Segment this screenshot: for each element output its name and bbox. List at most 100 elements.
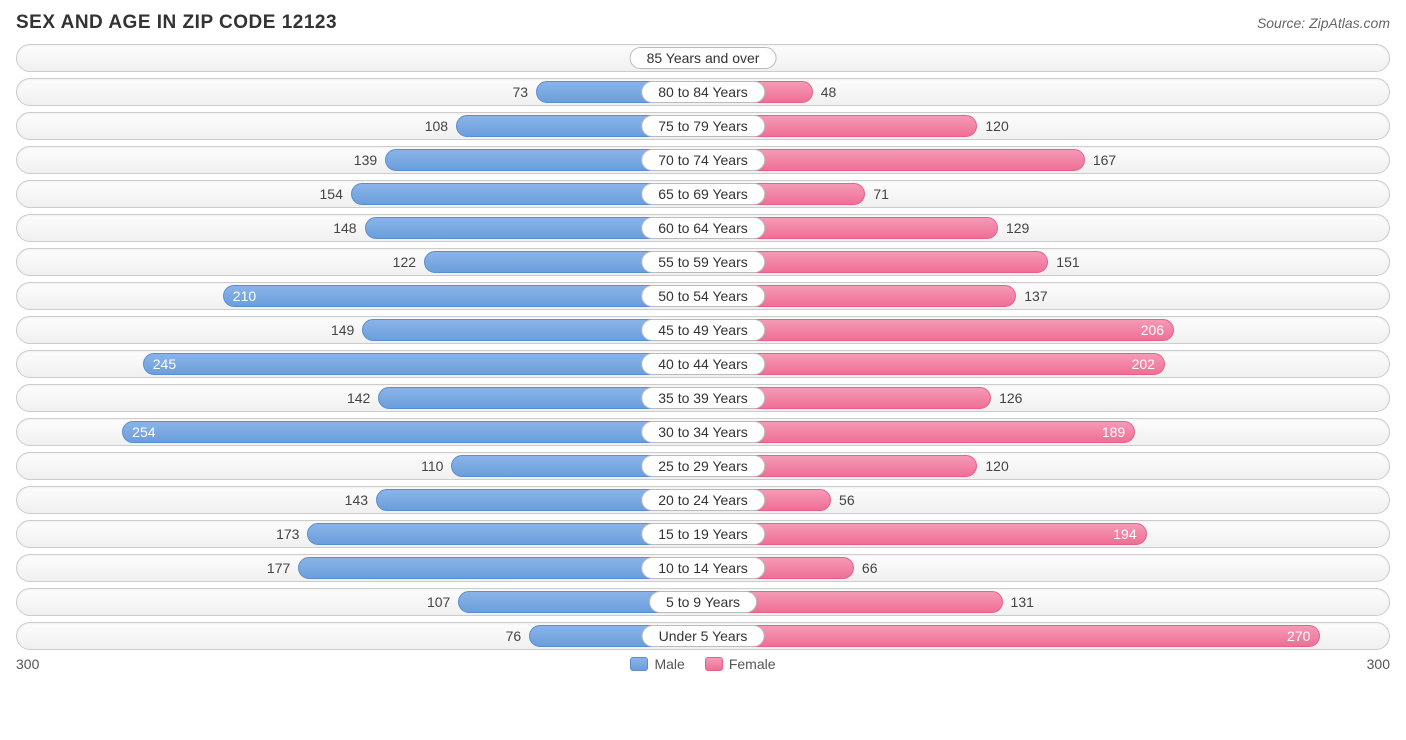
male-half: 76 — [17, 625, 703, 647]
male-half: 10 — [17, 47, 703, 69]
male-half: 142 — [17, 387, 703, 409]
male-half: 122 — [17, 251, 703, 273]
female-value: 137 — [1016, 285, 1076, 307]
female-half: 126 — [703, 387, 1389, 409]
chart-row: 142 126 35 to 39 Years — [16, 384, 1390, 412]
female-half: 15 — [703, 47, 1389, 69]
category-label: 30 to 34 Years — [641, 421, 765, 443]
male-value: 73 — [476, 81, 536, 103]
male-half: 73 — [17, 81, 703, 103]
male-half: 108 — [17, 115, 703, 137]
female-value: 56 — [831, 489, 891, 511]
chart-row: 17319415 to 19 Years — [16, 520, 1390, 548]
chart-row: 13916770 to 74 Years — [16, 146, 1390, 174]
female-value: 126 — [991, 387, 1051, 409]
chart-row: 10812075 to 79 Years — [16, 112, 1390, 140]
female-value: 206 — [1131, 319, 1174, 341]
category-label: 50 to 54 Years — [641, 285, 765, 307]
male-value: 122 — [364, 251, 424, 273]
category-label: 10 to 14 Years — [641, 557, 765, 579]
female-value: 151 — [1048, 251, 1108, 273]
female-half: 71 — [703, 183, 1389, 205]
male-half: 139 — [17, 149, 703, 171]
male-half: 254 — [17, 421, 703, 443]
category-label: 60 to 64 Years — [641, 217, 765, 239]
female-half: 202 — [703, 353, 1389, 375]
female-half: 137 — [703, 285, 1389, 307]
male-half: 245 — [17, 353, 703, 375]
female-bar — [703, 319, 1174, 341]
category-label: 80 to 84 Years — [641, 81, 765, 103]
male-value: 210 — [223, 285, 266, 307]
female-half: 151 — [703, 251, 1389, 273]
legend-female-label: Female — [729, 656, 776, 672]
chart-row: 101585 Years and over — [16, 44, 1390, 72]
male-half: 154 — [17, 183, 703, 205]
female-value: 48 — [813, 81, 873, 103]
category-label: 15 to 19 Years — [641, 523, 765, 545]
legend: Male Female — [630, 656, 775, 672]
chart-title: SEX AND AGE IN ZIP CODE 12123 — [16, 12, 337, 34]
chart-row: 254 189 30 to 34 Years — [16, 418, 1390, 446]
chart-row: 76270Under 5 Years — [16, 622, 1390, 650]
male-value: 139 — [325, 149, 385, 171]
population-pyramid: 101585 Years and over 73 48 80 to 84 Years 1… — [16, 44, 1390, 650]
chart-row: 245 20240 to 44 Years — [16, 350, 1390, 378]
female-half: 206 — [703, 319, 1389, 341]
chart-row: 154 71 65 to 69 Years — [16, 180, 1390, 208]
female-half: 120 — [703, 455, 1389, 477]
category-label: 40 to 44 Years — [641, 353, 765, 375]
category-label: Under 5 Years — [642, 625, 765, 647]
male-bar — [223, 285, 703, 307]
female-bar — [703, 421, 1135, 443]
female-value: 120 — [977, 115, 1037, 137]
female-value: 66 — [854, 557, 914, 579]
axis-left-max: 300 — [16, 656, 39, 672]
female-value: 120 — [977, 455, 1037, 477]
male-value: 254 — [122, 421, 165, 443]
male-value: 143 — [316, 489, 376, 511]
female-value: 131 — [1003, 591, 1063, 613]
category-label: 5 to 9 Years — [649, 591, 757, 613]
legend-male: Male — [630, 656, 684, 672]
category-label: 85 Years and over — [630, 47, 777, 69]
male-value: 148 — [305, 217, 365, 239]
male-half: 177 — [17, 557, 703, 579]
chart-header: SEX AND AGE IN ZIP CODE 12123 Source: Zi… — [16, 12, 1390, 34]
axis-right-max: 300 — [1367, 656, 1390, 672]
male-half: 143 — [17, 489, 703, 511]
female-swatch — [705, 657, 723, 671]
female-value: 189 — [1092, 421, 1135, 443]
category-label: 35 to 39 Years — [641, 387, 765, 409]
female-half: 270 — [703, 625, 1389, 647]
category-label: 25 to 29 Years — [641, 455, 765, 477]
male-value: 245 — [143, 353, 186, 375]
male-half: 149 — [17, 319, 703, 341]
male-half: 148 — [17, 217, 703, 239]
female-value: 71 — [865, 183, 925, 205]
chart-footer: 300 Male Female 300 — [16, 656, 1390, 672]
female-half: 167 — [703, 149, 1389, 171]
male-swatch — [630, 657, 648, 671]
chart-row: 11012025 to 29 Years — [16, 452, 1390, 480]
female-half: 131 — [703, 591, 1389, 613]
legend-female: Female — [705, 656, 776, 672]
female-half: 194 — [703, 523, 1389, 545]
female-bar — [703, 353, 1165, 375]
chart-row: 122 151 55 to 59 Years — [16, 248, 1390, 276]
male-half: 210 — [17, 285, 703, 307]
chart-row: 73 48 80 to 84 Years — [16, 78, 1390, 106]
male-value: 177 — [238, 557, 298, 579]
female-half: 129 — [703, 217, 1389, 239]
category-label: 65 to 69 Years — [641, 183, 765, 205]
category-label: 45 to 49 Years — [641, 319, 765, 341]
male-value: 149 — [302, 319, 362, 341]
female-half: 120 — [703, 115, 1389, 137]
female-bar — [703, 523, 1147, 545]
chart-row: 1071315 to 9 Years — [16, 588, 1390, 616]
category-label: 55 to 59 Years — [641, 251, 765, 273]
male-value: 142 — [318, 387, 378, 409]
male-bar — [122, 421, 703, 443]
female-value: 194 — [1103, 523, 1146, 545]
chart-row: 148 12960 to 64 Years — [16, 214, 1390, 242]
